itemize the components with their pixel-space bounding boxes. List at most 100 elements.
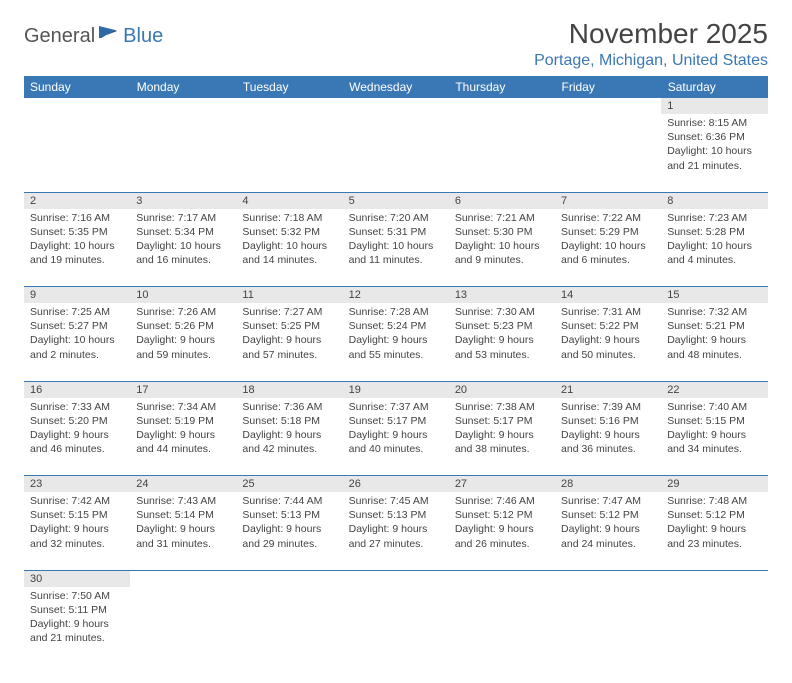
- sunrise-line: Sunrise: 7:26 AM: [136, 305, 230, 319]
- day-cell-body: Sunrise: 7:48 AMSunset: 5:12 PMDaylight:…: [661, 492, 767, 555]
- sunset-line: Sunset: 5:31 PM: [349, 225, 443, 239]
- daylight-line: Daylight: 9 hours and 38 minutes.: [455, 428, 549, 456]
- sunset-line: Sunset: 5:32 PM: [242, 225, 336, 239]
- sunrise-line: Sunrise: 7:38 AM: [455, 400, 549, 414]
- logo-text-general: General: [24, 25, 95, 48]
- day-header: Friday: [555, 76, 661, 98]
- day-number-cell: [236, 570, 342, 587]
- sunset-line: Sunset: 5:13 PM: [349, 508, 443, 522]
- sunset-line: Sunset: 5:27 PM: [30, 319, 124, 333]
- day-header: Monday: [130, 76, 236, 98]
- daylight-line: Daylight: 9 hours and 21 minutes.: [30, 617, 124, 645]
- daylight-line: Daylight: 9 hours and 26 minutes.: [455, 522, 549, 550]
- sunset-line: Sunset: 5:26 PM: [136, 319, 230, 333]
- sunrise-line: Sunrise: 7:30 AM: [455, 305, 549, 319]
- day-cell: Sunrise: 7:40 AMSunset: 5:15 PMDaylight:…: [661, 398, 767, 476]
- daylight-line: Daylight: 9 hours and 23 minutes.: [667, 522, 761, 550]
- day-number-cell: 15: [661, 287, 767, 304]
- sunrise-line: Sunrise: 7:42 AM: [30, 494, 124, 508]
- day-number-cell: 7: [555, 192, 661, 209]
- daylight-line: Daylight: 10 hours and 14 minutes.: [242, 239, 336, 267]
- daylight-line: Daylight: 9 hours and 40 minutes.: [349, 428, 443, 456]
- day-cell: Sunrise: 7:39 AMSunset: 5:16 PMDaylight:…: [555, 398, 661, 476]
- daylight-line: Daylight: 9 hours and 34 minutes.: [667, 428, 761, 456]
- day-cell-body: Sunrise: 7:36 AMSunset: 5:18 PMDaylight:…: [236, 398, 342, 461]
- day-number-cell: 4: [236, 192, 342, 209]
- day-cell: Sunrise: 7:16 AMSunset: 5:35 PMDaylight:…: [24, 209, 130, 287]
- day-cell-body: Sunrise: 7:43 AMSunset: 5:14 PMDaylight:…: [130, 492, 236, 555]
- day-cell: [343, 114, 449, 192]
- sunset-line: Sunset: 5:20 PM: [30, 414, 124, 428]
- sunrise-line: Sunrise: 7:31 AM: [561, 305, 655, 319]
- day-cell: Sunrise: 7:18 AMSunset: 5:32 PMDaylight:…: [236, 209, 342, 287]
- day-number-cell: 14: [555, 287, 661, 304]
- day-header: Saturday: [661, 76, 767, 98]
- sunrise-line: Sunrise: 7:43 AM: [136, 494, 230, 508]
- sunrise-line: Sunrise: 7:50 AM: [30, 589, 124, 603]
- sunset-line: Sunset: 5:21 PM: [667, 319, 761, 333]
- day-number-row: 9101112131415: [24, 287, 768, 304]
- sunset-line: Sunset: 5:17 PM: [349, 414, 443, 428]
- day-number-cell: 22: [661, 381, 767, 398]
- day-number-row: 2345678: [24, 192, 768, 209]
- sunrise-line: Sunrise: 7:37 AM: [349, 400, 443, 414]
- sunrise-line: Sunrise: 7:27 AM: [242, 305, 336, 319]
- sunset-line: Sunset: 5:17 PM: [455, 414, 549, 428]
- day-cell: Sunrise: 7:32 AMSunset: 5:21 PMDaylight:…: [661, 303, 767, 381]
- day-number-cell: 13: [449, 287, 555, 304]
- day-header: Wednesday: [343, 76, 449, 98]
- sunrise-line: Sunrise: 7:33 AM: [30, 400, 124, 414]
- day-cell-body: Sunrise: 7:50 AMSunset: 5:11 PMDaylight:…: [24, 587, 130, 650]
- daylight-line: Daylight: 10 hours and 19 minutes.: [30, 239, 124, 267]
- day-number-cell: 19: [343, 381, 449, 398]
- day-number-cell: 16: [24, 381, 130, 398]
- day-content-row: Sunrise: 7:25 AMSunset: 5:27 PM Daylight:…: [24, 303, 768, 381]
- sunrise-line: Sunrise: 7:25 AM: [30, 305, 124, 319]
- sunset-line: Sunset: 5:25 PM: [242, 319, 336, 333]
- daylight-line: Daylight: 9 hours and 42 minutes.: [242, 428, 336, 456]
- day-header: Thursday: [449, 76, 555, 98]
- day-cell: Sunrise: 7:33 AMSunset: 5:20 PMDaylight:…: [24, 398, 130, 476]
- day-cell: [449, 114, 555, 192]
- daylight-line: Daylight: 9 hours and 29 minutes.: [242, 522, 336, 550]
- day-number-cell: 3: [130, 192, 236, 209]
- day-cell-body: Sunrise: 7:26 AMSunset: 5:26 PMDaylight:…: [130, 303, 236, 366]
- day-cell: Sunrise: 7:36 AMSunset: 5:18 PMDaylight:…: [236, 398, 342, 476]
- daylight-line: Daylight: 9 hours and 57 minutes.: [242, 333, 336, 361]
- daylight-line: Daylight: 9 hours and 24 minutes.: [561, 522, 655, 550]
- day-cell-body: Sunrise: 7:22 AMSunset: 5:29 PMDaylight:…: [555, 209, 661, 272]
- day-cell: [24, 114, 130, 192]
- sunset-line: Sunset: 5:12 PM: [455, 508, 549, 522]
- day-cell-body: Sunrise: 7:33 AMSunset: 5:20 PMDaylight:…: [24, 398, 130, 461]
- day-cell: Sunrise: 7:44 AMSunset: 5:13 PMDaylight:…: [236, 492, 342, 570]
- day-number-cell: [449, 570, 555, 587]
- daylight-line: Daylight: 9 hours and 36 minutes.: [561, 428, 655, 456]
- sunrise-line: Sunrise: 7:22 AM: [561, 211, 655, 225]
- day-number-cell: 1: [661, 98, 767, 114]
- sunrise-line: Sunrise: 7:39 AM: [561, 400, 655, 414]
- day-cell: [661, 587, 767, 665]
- day-number-cell: 8: [661, 192, 767, 209]
- day-cell-body: Sunrise: 7:28 AMSunset: 5:24 PMDaylight:…: [343, 303, 449, 366]
- daylight-line: Daylight: 9 hours and 59 minutes.: [136, 333, 230, 361]
- day-cell-body: Sunrise: 7:16 AMSunset: 5:35 PMDaylight:…: [24, 209, 130, 272]
- day-cell: Sunrise: 7:42 AMSunset: 5:15 PMDaylight:…: [24, 492, 130, 570]
- sunset-line: Sunset: 5:18 PM: [242, 414, 336, 428]
- day-cell-body: Sunrise: 7:31 AMSunset: 5:22 PMDaylight:…: [555, 303, 661, 366]
- day-cell: [555, 587, 661, 665]
- sunset-line: Sunset: 5:13 PM: [242, 508, 336, 522]
- day-cell: Sunrise: 7:27 AMSunset: 5:25 PMDaylight:…: [236, 303, 342, 381]
- day-cell: Sunrise: 7:37 AMSunset: 5:17 PMDaylight:…: [343, 398, 449, 476]
- day-cell: Sunrise: 7:20 AMSunset: 5:31 PMDaylight:…: [343, 209, 449, 287]
- sunrise-line: Sunrise: 7:40 AM: [667, 400, 761, 414]
- sunrise-line: Sunrise: 7:16 AM: [30, 211, 124, 225]
- sunrise-line: Sunrise: 7:28 AM: [349, 305, 443, 319]
- sunrise-line: Sunrise: 8:15 AM: [667, 116, 761, 130]
- day-cell: Sunrise: 7:45 AMSunset: 5:13 PMDaylight:…: [343, 492, 449, 570]
- sunset-line: Sunset: 5:19 PM: [136, 414, 230, 428]
- daylight-line: Daylight: 9 hours and 55 minutes.: [349, 333, 443, 361]
- sunrise-line: Sunrise: 7:18 AM: [242, 211, 336, 225]
- sunset-line: Sunset: 5:34 PM: [136, 225, 230, 239]
- sunset-line: Sunset: 5:35 PM: [30, 225, 124, 239]
- day-number-cell: [130, 570, 236, 587]
